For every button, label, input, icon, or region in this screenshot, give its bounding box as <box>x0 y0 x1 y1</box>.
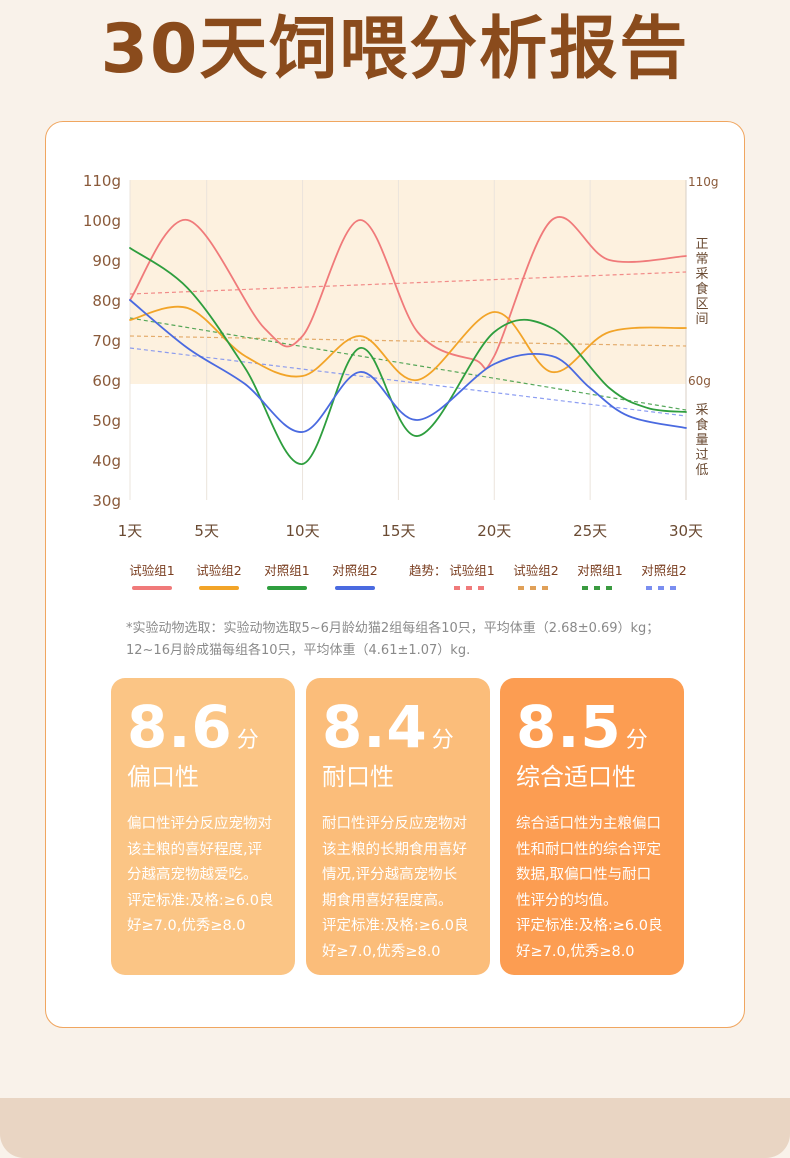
score-description: 偏口性评分反应宠物对 该主粮的喜好程度,评 分越高宠物越爱吃。 评定标准:及格:… <box>127 812 283 940</box>
score-description: 耐口性评分反应宠物对 该主粮的长期食用喜好 情况,评分越高宠物长 期食用喜好程度… <box>322 812 478 965</box>
y-tick-label: 40g <box>92 452 121 470</box>
desc-line: 评定标准:及格:≥6.0良 <box>322 918 469 934</box>
x-tick-label: 1天 <box>118 522 143 540</box>
legend-label: 试验组2 <box>196 563 241 578</box>
score-unit: 分 <box>625 728 648 753</box>
desc-line: 好≥7.0,优秀≥8.0 <box>516 943 635 960</box>
score-value: 8.4 <box>322 693 428 761</box>
y-tick-label: 50g <box>92 412 121 430</box>
desc-line: 好≥7.0,优秀≥8.0 <box>322 943 441 960</box>
y-tick-label: 30g <box>92 492 121 510</box>
x-tick-label: 20天 <box>477 522 511 540</box>
series-line-1 <box>129 216 687 370</box>
y-tick-label: 70g <box>92 332 121 350</box>
score-value: 8.6 <box>127 693 233 761</box>
series-line-4 <box>129 299 687 433</box>
y-tick-label: 60g <box>92 372 121 390</box>
score-description: 综合适口性为主粮偏口 性和耐口性的综合评定 数据,取偏口性与耐口 性评分的均值。… <box>516 812 672 965</box>
score-title: 综合适口性 <box>516 763 636 791</box>
legend-label: 对照组1 <box>264 563 309 578</box>
desc-line: 数据,取偏口性与耐口 <box>516 867 652 883</box>
normal-zone-band <box>130 180 686 384</box>
series-line-3 <box>129 247 687 465</box>
zone-top-label: 110g <box>688 175 719 189</box>
bottom-band <box>0 1098 790 1158</box>
x-tick-label: 15天 <box>381 522 415 540</box>
y-tick-label: 110g <box>83 172 121 190</box>
desc-line: 性和耐口性的综合评定 <box>516 841 661 858</box>
desc-line: 分越高宠物越爱吃。 <box>127 867 258 883</box>
legend-trend-label: 试验组1 <box>449 563 494 578</box>
desc-line: 评定标准:及格:≥6.0良 <box>516 918 663 934</box>
desc-line: 期食用喜好程度高。 <box>322 892 453 909</box>
legend-label: 对照组2 <box>332 563 377 578</box>
score-title: 偏口性 <box>127 763 199 791</box>
score-card-overall: 8.5 分 综合适口性 综合适口性为主粮偏口 性和耐口性的综合评定 数据,取偏口性… <box>500 678 684 975</box>
score-title: 耐口性 <box>322 763 394 791</box>
note-line-2: 12~16月龄成猫每组各10只，平均体重（4.61±1.07）kg. <box>126 643 471 658</box>
experiment-note: *实验动物选取：实验动物选取5~6月龄幼猫2组每组各10只，平均体重（2.68±… <box>126 618 696 662</box>
desc-line: 综合适口性为主粮偏口 <box>516 816 661 832</box>
legend-trend-label: 试验组2 <box>513 563 558 578</box>
desc-line: 评定标准:及格:≥6.0良 <box>127 892 274 909</box>
score-unit: 分 <box>431 728 454 753</box>
legend-trend-label: 对照组2 <box>641 563 686 578</box>
normal-zone-label: 正常采食区间 <box>695 237 708 327</box>
legend-trend-prefix: 趋势： <box>409 563 447 578</box>
x-tick-label: 30天 <box>669 522 703 540</box>
trend-line-1 <box>129 271 687 295</box>
score-card-palatability: 8.6 分 偏口性 偏口性评分反应宠物对 该主粮的喜好程度,评 分越高宠物越爱吃。… <box>111 678 295 975</box>
score-card-endurance: 8.4 分 耐口性 耐口性评分反应宠物对 该主粮的长期食用喜好 情况,评分越高宠物… <box>306 678 490 975</box>
desc-line: 耐口性评分反应宠物对 <box>322 816 467 832</box>
y-tick-label: 100g <box>83 212 121 230</box>
x-tick-label: 10天 <box>286 522 320 540</box>
x-tick-label: 5天 <box>194 522 219 540</box>
trend-line-4 <box>129 347 687 417</box>
x-tick-label: 25天 <box>573 522 607 540</box>
desc-line: 偏口性评分反应宠物对 <box>127 816 272 832</box>
page-title: 30天饲喂分析报告 <box>100 10 690 89</box>
y-tick-label: 80g <box>92 292 121 310</box>
low-intake-label: 采食量过低 <box>695 403 708 478</box>
desc-line: 情况,评分越高宠物长 <box>322 867 458 883</box>
note-line-1: *实验动物选取：实验动物选取5~6月龄幼猫2组每组各10只，平均体重（2.68±… <box>126 621 660 636</box>
desc-line: 好≥7.0,优秀≥8.0 <box>127 918 246 934</box>
y-tick-label: 90g <box>92 252 121 270</box>
zone-bottom-label: 60g <box>688 374 711 388</box>
legend-label: 试验组1 <box>129 563 174 578</box>
desc-line: 该主粮的长期食用喜好 <box>322 841 467 858</box>
desc-line: 该主粮的喜好程度,评 <box>127 841 263 858</box>
legend-trend-label: 对照组1 <box>577 563 622 578</box>
score-unit: 分 <box>236 728 259 753</box>
score-value: 8.5 <box>516 693 622 761</box>
desc-line: 性评分的均值。 <box>516 892 618 909</box>
